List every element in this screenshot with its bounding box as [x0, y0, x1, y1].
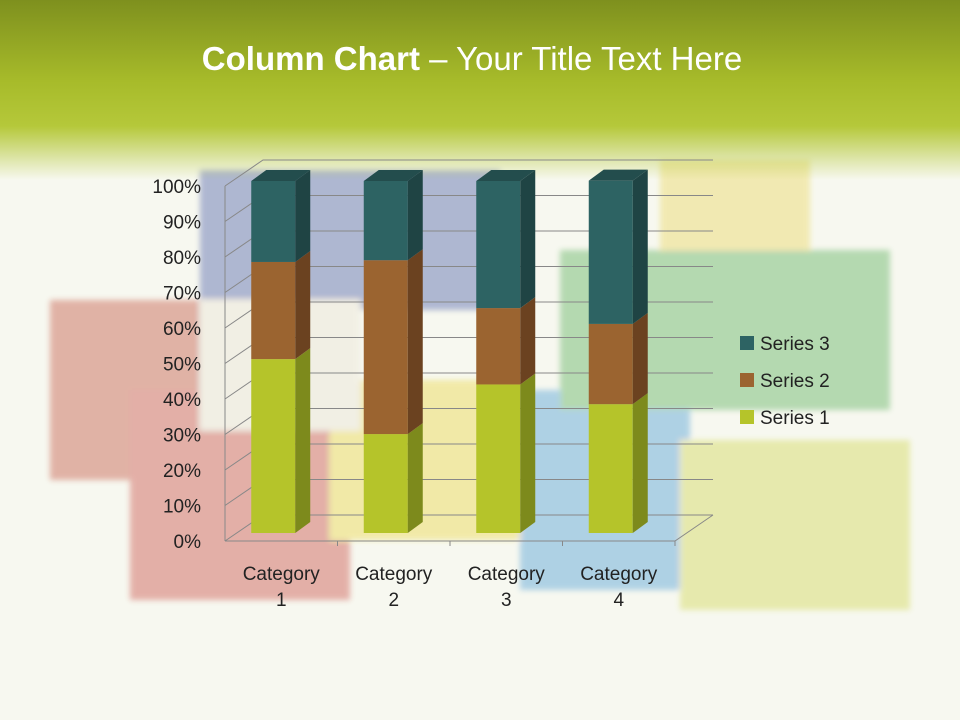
x-tick-label-line: 4: [613, 590, 624, 611]
y-tick-label: 10%: [163, 497, 201, 518]
y-tick-label: 0%: [174, 532, 202, 553]
bar-front-series-1: [363, 434, 408, 533]
x-tick-label-line: 2: [388, 590, 399, 611]
y-tick-label: 40%: [163, 390, 201, 411]
bar-top: [363, 170, 423, 181]
x-tick-label: Category 2: [355, 564, 433, 611]
bar-front-series-2: [476, 308, 521, 385]
bar-side: [295, 170, 311, 262]
x-tick-label: Category 1: [243, 564, 321, 611]
title-band: [0, 0, 960, 180]
bar-front-series-3: [588, 180, 633, 324]
x-tick-label: Category 4: [580, 564, 658, 611]
legend-swatch: [740, 373, 754, 387]
bar-side: [295, 250, 311, 360]
bar-front-series-2: [251, 261, 296, 360]
x-tick-label-line: 3: [501, 590, 512, 611]
slide-title: Column Chart – Your Title Text Here: [0, 40, 944, 78]
title-rest: – Your Title Text Here: [419, 40, 743, 77]
x-tick-label-line: 1: [276, 590, 287, 611]
bar-front-series-3: [363, 181, 408, 261]
x-tick-label: Category 3: [468, 564, 546, 611]
bar-front-series-3: [476, 181, 521, 309]
bar-side: [407, 249, 423, 435]
y-tick-label: 90%: [163, 213, 201, 234]
legend-label: Series 3: [760, 334, 830, 355]
bar-side: [632, 169, 648, 324]
bar-side: [632, 393, 648, 533]
bar-side: [520, 170, 536, 309]
y-tick-label: 30%: [163, 426, 201, 447]
bar-side: [295, 348, 311, 533]
legend-swatch: [740, 410, 754, 424]
bar-side: [520, 373, 536, 533]
gridline: [224, 159, 713, 187]
legend-label: Series 2: [760, 371, 830, 392]
bar-front-series-1: [251, 359, 296, 533]
bar-front-series-1: [476, 384, 521, 533]
y-tick-label: 20%: [163, 461, 201, 482]
bar-side: [520, 297, 536, 385]
legend-label: Series 1: [760, 408, 830, 429]
bar-front-series-1: [588, 404, 633, 533]
bar-front-series-3: [251, 181, 296, 262]
x-tick-label-line: Category: [580, 564, 658, 585]
x-tick-label-line: Category: [243, 564, 321, 585]
legend-swatch: [740, 336, 754, 350]
bar-front-series-2: [363, 260, 408, 435]
y-tick-label: 70%: [163, 284, 201, 305]
bar-side: [632, 312, 648, 405]
bar-front-series-2: [588, 323, 633, 405]
x-tick-label-line: Category: [355, 564, 433, 585]
y-tick-label: 80%: [163, 248, 201, 269]
bar-top: [588, 169, 648, 181]
title-bold: Column Chart: [201, 40, 420, 77]
bar-side: [407, 170, 423, 261]
bar-side: [407, 423, 423, 533]
y-tick-label: 50%: [163, 355, 201, 376]
bar-top: [251, 170, 311, 181]
y-tick-label: 60%: [163, 319, 201, 340]
x-tick-label-line: Category: [468, 564, 546, 585]
y-tick-label: 100%: [152, 177, 201, 198]
bar-top: [476, 170, 536, 181]
